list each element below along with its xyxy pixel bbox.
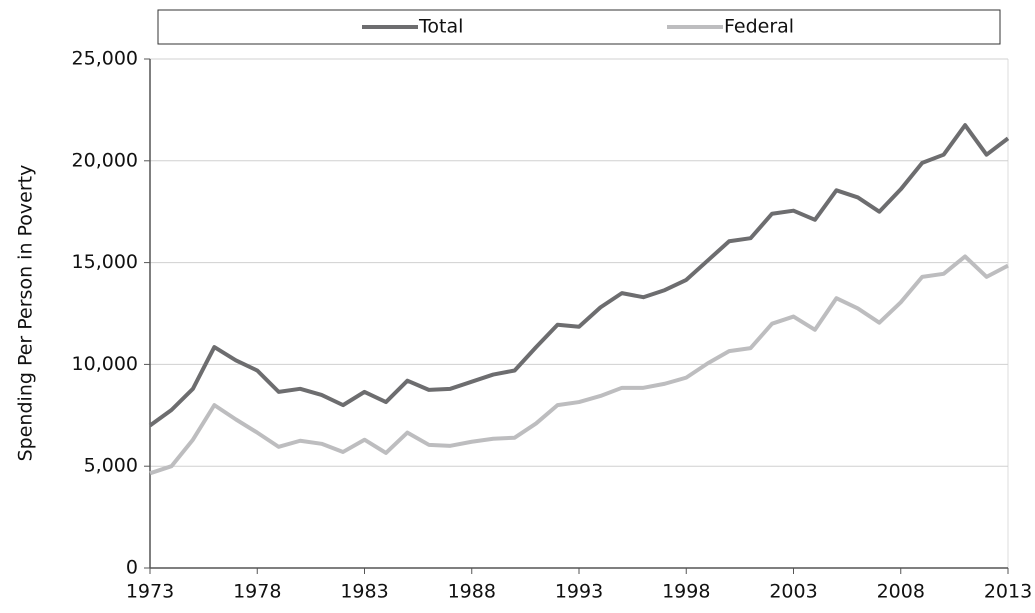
x-tick-label: 2003: [769, 581, 817, 603]
x-tick-label: 1983: [340, 581, 388, 603]
y-tick-label: 20,000: [72, 149, 138, 171]
series-line: [149, 254, 1009, 476]
legend-box: [157, 9, 1001, 45]
y-tick-label: 15,000: [72, 251, 138, 273]
y-tick-label: 5,000: [84, 455, 138, 477]
x-tick-label: 1973: [126, 581, 174, 603]
x-tick-label: 1998: [662, 581, 710, 603]
y-axis-label: Spending Per Person in Poverty: [15, 165, 37, 462]
y-tick-label: 25,000: [72, 48, 138, 70]
x-tick-label: 1988: [448, 581, 496, 603]
legend-label: Total: [418, 16, 463, 38]
y-tick-label: 10,000: [72, 353, 138, 375]
x-tick-label: 2013: [984, 581, 1032, 603]
x-tick-label: 2008: [877, 581, 925, 603]
x-tick-label: 1993: [555, 581, 603, 603]
y-tick-label: 0: [126, 557, 138, 579]
legend-label: Federal: [724, 16, 794, 38]
x-tick-label: 1978: [233, 581, 281, 603]
series-line: [148, 123, 1010, 428]
